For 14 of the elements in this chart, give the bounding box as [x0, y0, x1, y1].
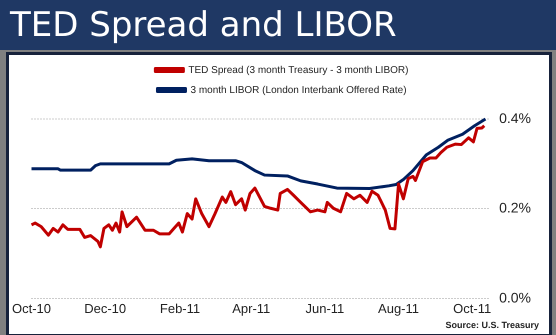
legend-label: 3 month LIBOR (London Interbank Offered Rate) — [190, 84, 407, 96]
x-tick-label: Oct-11 — [453, 300, 492, 316]
y-tick-label: 0.4% — [499, 110, 532, 126]
x-tick-label: Jun-11 — [305, 300, 344, 316]
x-tick-label: Oct-10 — [12, 300, 52, 316]
chart-title: TED Spread and LIBOR — [0, 0, 556, 50]
x-tick-label: Apr-11 — [232, 300, 270, 316]
x-tick-label: Dec-10 — [84, 300, 126, 316]
legend-label: TED Spread (3 month Treasury - 3 month LIBOR) — [188, 64, 408, 76]
y-tick-label: 0.2% — [499, 200, 532, 216]
x-tick-label: Feb-11 — [160, 300, 200, 316]
source-note: Source: U.S. Treasury — [445, 320, 539, 330]
y-tick-label: 0.0% — [499, 289, 532, 306]
x-tick-label: Aug-11 — [378, 300, 420, 316]
